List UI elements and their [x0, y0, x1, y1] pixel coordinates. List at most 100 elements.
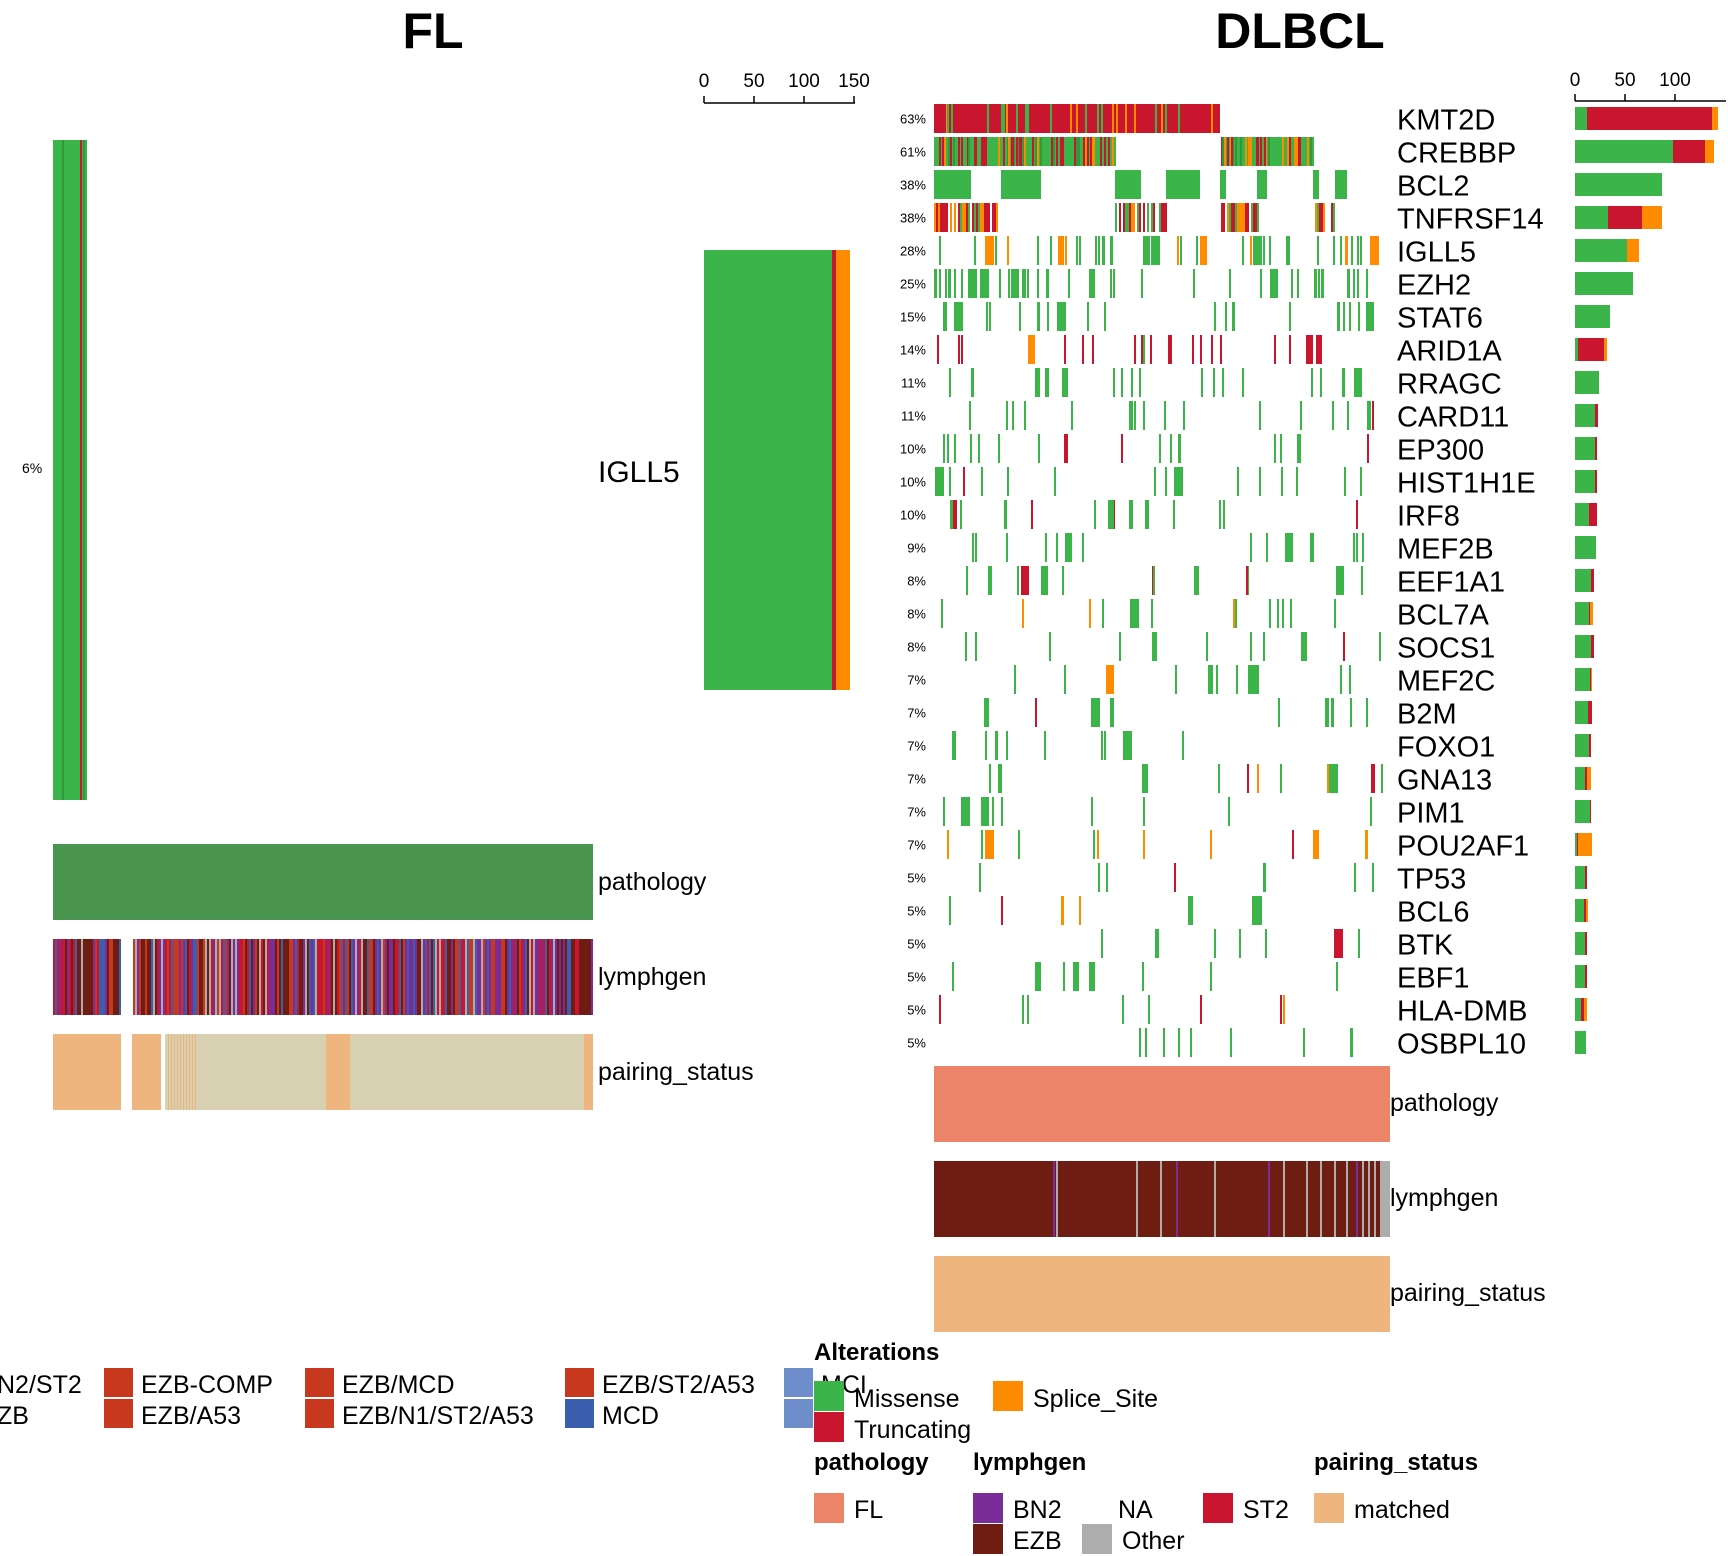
fl-matrix-stripe [80, 140, 82, 800]
dlbcl-cell [1350, 1028, 1353, 1057]
dlbcl-cell [1006, 104, 1008, 133]
left-legend-label: EZB-COMP [141, 1371, 273, 1399]
dlbcl-cell [1298, 137, 1300, 166]
dlbcl-axis-tick-label: 0 [1570, 70, 1581, 91]
dlbcl-cell [1334, 599, 1336, 628]
fl-lymphgen-cell [239, 939, 241, 1015]
fl-lymphgen-cell [89, 939, 91, 1015]
dlbcl-cell [1154, 467, 1156, 496]
left-legend-swatch [784, 1399, 813, 1428]
dlbcl-gene-percent: 5% [907, 970, 926, 985]
fl-lymphgen-cell [519, 939, 521, 1015]
fl-lymphgen-cell [271, 939, 273, 1015]
fl-lymphgen-cell [285, 939, 287, 1015]
fl-lymphgen-cell [423, 939, 425, 1015]
dlbcl-cell [1159, 434, 1161, 463]
fl-lymphgen-cell [505, 939, 507, 1015]
dlbcl-cell [1340, 236, 1342, 265]
dlbcl-panel-title: DLBCL [1215, 3, 1384, 59]
fl-lymphgen-cell [283, 939, 285, 1015]
dlbcl-cell [1222, 137, 1224, 166]
dlbcl-cell [970, 203, 972, 232]
dlbcl-cell [1235, 203, 1237, 232]
fl-lymphgen-cell [365, 939, 367, 1015]
dlbcl-bar-missense [1575, 338, 1578, 361]
fl-lymphgen-cell [381, 939, 383, 1015]
dlbcl-bar-splice_site [1712, 107, 1718, 130]
dlbcl-cell [1274, 335, 1276, 364]
dlbcl-cell [1268, 137, 1270, 166]
dlbcl-cell [1287, 137, 1289, 166]
dlbcl-cell [1361, 566, 1363, 595]
dlbcl-cell [1250, 137, 1252, 166]
dlbcl-cell [988, 566, 992, 595]
dlbcl-cell [1227, 203, 1229, 232]
dlbcl-cell [1223, 203, 1225, 232]
dlbcl-cell [1225, 302, 1227, 331]
dlbcl-cell [1064, 335, 1066, 364]
dlbcl-cell [978, 203, 980, 232]
dlbcl-cell [1112, 137, 1114, 166]
dlbcl-gene-label-bcl6: BCL6 [1397, 897, 1470, 929]
fl-lymphgen-cell [263, 939, 265, 1015]
dlbcl-cell [1266, 533, 1268, 562]
dlbcl-cell [1149, 203, 1151, 232]
dlbcl-cell [1019, 302, 1021, 331]
left-legend-label: EZB/N1/ST2/A53 [342, 1402, 534, 1430]
fl-lymphgen-cell [295, 939, 297, 1015]
fl-lymphgen-cell [335, 939, 337, 1015]
dlbcl-cell [1219, 500, 1221, 529]
dlbcl-cell [1218, 764, 1220, 793]
dlbcl-cell [989, 302, 991, 331]
fl-lymphgen-cell [217, 939, 219, 1015]
dlbcl-cell [943, 434, 945, 463]
dlbcl-cell [958, 137, 960, 166]
dlbcl-cell [1200, 335, 1202, 364]
dlbcl-cell [1220, 170, 1226, 199]
dlbcl-cell [1011, 269, 1019, 298]
dlbcl-cell [1085, 137, 1087, 166]
dlbcl-cell [983, 137, 985, 166]
dlbcl-cell [1038, 434, 1040, 463]
fl-lymphgen-cell [229, 939, 231, 1015]
dlbcl-cell [939, 137, 941, 166]
dlbcl-cell [974, 203, 976, 232]
fl-lymphgen-cell [261, 939, 263, 1015]
fl-lymphgen-cell [515, 939, 517, 1015]
dlbcl-cell [1180, 236, 1182, 265]
fl-lymphgen-cell [177, 939, 179, 1015]
dlbcl-cell [1239, 203, 1241, 232]
dlbcl-cell [1027, 269, 1029, 298]
dlbcl-cell [1265, 929, 1267, 958]
dlbcl-lymphgen-cell [1160, 1161, 1162, 1237]
dlbcl-bar-truncating [1589, 734, 1591, 757]
fl-lymphgen-cell [63, 939, 65, 1015]
dlbcl-cell [1163, 203, 1165, 232]
dlbcl-bar-missense [1575, 932, 1585, 955]
dlbcl-cell [1316, 335, 1321, 364]
fl-lymphgen-cell [143, 939, 145, 1015]
dlbcl-cell [969, 401, 971, 430]
dlbcl-cell [1019, 137, 1021, 166]
dlbcl-cell [1108, 500, 1114, 529]
dlbcl-cell [958, 203, 960, 232]
fl-lymphgen-cell [419, 939, 421, 1015]
dlbcl-cell [962, 203, 964, 232]
dlbcl-cell [1050, 236, 1052, 265]
dlbcl-cell [1141, 269, 1143, 298]
dlbcl-cell [1062, 566, 1064, 595]
fl-lymphgen-cell [109, 939, 111, 1015]
dlbcl-gene-label-bcl7a: BCL7A [1397, 600, 1490, 632]
fl-axis-tick-label: 50 [743, 71, 764, 92]
fl-lymphgen-cell [53, 939, 55, 1015]
dlbcl-cell [970, 434, 972, 463]
dlbcl-cell [948, 203, 950, 232]
left-legend-label: N2/ST2 [0, 1371, 82, 1399]
fl-lymphgen-cell [579, 939, 581, 1015]
dlbcl-cell [1231, 137, 1233, 166]
dlbcl-cell [1173, 500, 1175, 529]
fl-lymphgen-cell [289, 939, 291, 1015]
fl-lymphgen-cell [427, 939, 429, 1015]
fl-lymphgen-cell [543, 939, 545, 1015]
fl-pairing-stripe [168, 1034, 169, 1110]
